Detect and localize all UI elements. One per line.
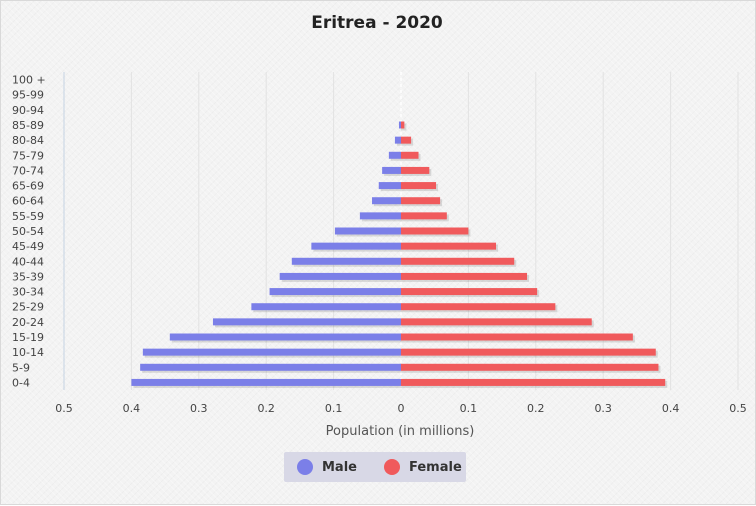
legend-item-male[interactable]: Male xyxy=(297,452,357,482)
y-tick-label: 20-24 xyxy=(12,316,44,329)
x-tick-label: 0.5 xyxy=(729,402,747,415)
female-bar-10-14[interactable] xyxy=(401,348,656,356)
female-legend-marker xyxy=(384,459,400,475)
female-bar-80-84[interactable] xyxy=(401,136,412,144)
x-tick-label: 0.2 xyxy=(527,402,545,415)
legend-item-female[interactable]: Female xyxy=(384,452,462,482)
x-tick-label: 0.5 xyxy=(55,402,73,415)
female-bar-70-74[interactable] xyxy=(401,166,430,174)
male-legend-label: Male xyxy=(322,459,357,475)
y-tick-label: 30-34 xyxy=(12,286,44,299)
y-tick-label: 45-49 xyxy=(12,240,44,253)
male-bar-80-84[interactable] xyxy=(394,136,401,144)
female-bar-50-54[interactable] xyxy=(401,227,469,235)
male-bar-5-9[interactable] xyxy=(140,363,402,371)
male-bar-30-34[interactable] xyxy=(269,288,401,296)
y-tick-label: 35-39 xyxy=(12,270,44,283)
x-tick-label: 0.1 xyxy=(325,402,343,415)
male-bar-25-29[interactable] xyxy=(251,303,401,311)
male-bar-45-49[interactable] xyxy=(311,242,401,250)
female-bar-5-9[interactable] xyxy=(401,363,659,371)
y-tick-label: 50-54 xyxy=(12,225,44,238)
bar-shadow xyxy=(403,123,407,131)
female-bar-60-64[interactable] xyxy=(401,197,441,205)
x-tick-label: 0.1 xyxy=(460,402,478,415)
male-bar-20-24[interactable] xyxy=(212,318,401,326)
female-bar-35-39[interactable] xyxy=(401,272,528,280)
x-tick-label: 0.3 xyxy=(190,402,208,415)
male-bar-35-39[interactable] xyxy=(279,272,401,280)
female-bar-30-34[interactable] xyxy=(401,288,538,296)
male-bar-50-54[interactable] xyxy=(334,227,401,235)
x-tick-label: 0.4 xyxy=(662,402,680,415)
female-bar-75-79[interactable] xyxy=(401,151,419,159)
y-tick-label: 0-4 xyxy=(12,376,30,389)
male-bar-40-44[interactable] xyxy=(291,257,401,265)
female-bar-40-44[interactable] xyxy=(401,257,515,265)
y-tick-label: 60-64 xyxy=(12,195,44,208)
male-bar-85-89[interactable] xyxy=(398,121,401,129)
female-bar-15-19[interactable] xyxy=(401,333,633,341)
y-tick-label: 100 + xyxy=(12,74,46,87)
female-bar-25-29[interactable] xyxy=(401,303,556,311)
y-tick-label: 25-29 xyxy=(12,301,44,314)
female-bar-65-69[interactable] xyxy=(401,182,437,190)
x-tick-label: 0.4 xyxy=(123,402,141,415)
female-bar-85-89[interactable] xyxy=(401,121,405,129)
y-tick-label: 5-9 xyxy=(12,361,30,374)
legend: Male Female xyxy=(284,452,466,482)
y-tick-label: 15-19 xyxy=(12,331,44,344)
y-tick-label: 80-84 xyxy=(12,134,44,147)
y-tick-label: 10-14 xyxy=(12,346,44,359)
male-legend-marker xyxy=(297,459,313,475)
y-tick-label: 70-74 xyxy=(12,164,44,177)
male-bar-70-74[interactable] xyxy=(382,166,401,174)
x-tick-label: 0.3 xyxy=(594,402,612,415)
male-bar-15-19[interactable] xyxy=(169,333,401,341)
male-bar-60-64[interactable] xyxy=(372,197,401,205)
y-tick-label: 65-69 xyxy=(12,180,44,193)
y-tick-label: 40-44 xyxy=(12,255,44,268)
y-tick-label: 90-94 xyxy=(12,104,44,117)
male-bar-10-14[interactable] xyxy=(142,348,401,356)
x-axis-label: Population (in millions) xyxy=(326,424,475,439)
male-bar-55-59[interactable] xyxy=(359,212,401,220)
y-tick-label: 85-89 xyxy=(12,119,44,132)
x-tick-label: 0 xyxy=(398,402,405,415)
female-bar-0-4[interactable] xyxy=(401,378,666,386)
y-tick-label: 75-79 xyxy=(12,149,44,162)
male-bar-75-79[interactable] xyxy=(388,151,401,159)
female-bar-20-24[interactable] xyxy=(401,318,592,326)
male-bar-65-69[interactable] xyxy=(378,182,401,190)
female-legend-label: Female xyxy=(409,459,462,475)
male-bar-0-4[interactable] xyxy=(131,378,401,386)
female-bar-45-49[interactable] xyxy=(401,242,497,250)
x-tick-label: 0.2 xyxy=(257,402,275,415)
female-bar-55-59[interactable] xyxy=(401,212,447,220)
y-tick-label: 55-59 xyxy=(12,210,44,223)
chart-title: Eritrea - 2020 xyxy=(311,13,443,33)
y-tick-label: 95-99 xyxy=(12,89,44,102)
